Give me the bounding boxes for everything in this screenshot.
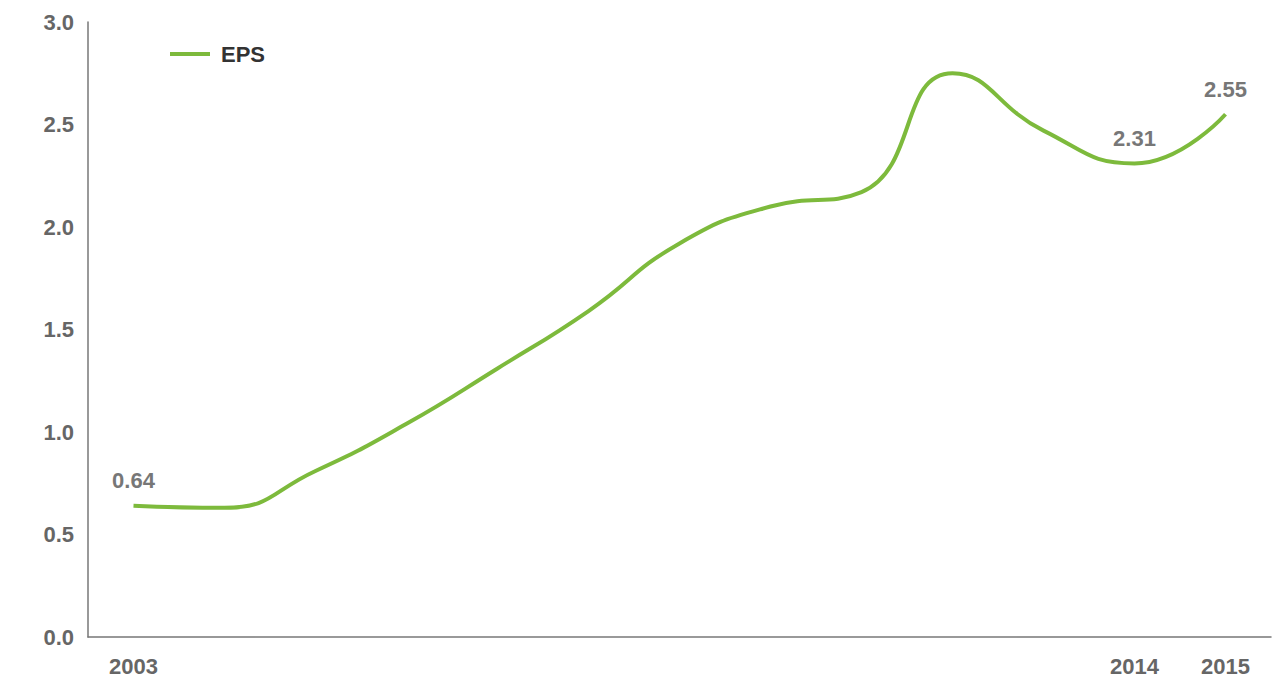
svg-text:2.0: 2.0 — [43, 215, 74, 240]
svg-text:0.5: 0.5 — [43, 522, 74, 547]
svg-text:1.0: 1.0 — [43, 420, 74, 445]
svg-text:3.0: 3.0 — [43, 10, 74, 35]
svg-text:2015: 2015 — [1201, 654, 1250, 679]
svg-text:2.31: 2.31 — [1113, 126, 1156, 151]
svg-text:2014: 2014 — [1110, 654, 1160, 679]
svg-text:2.5: 2.5 — [43, 112, 74, 137]
svg-text:2003: 2003 — [109, 654, 158, 679]
svg-text:0.64: 0.64 — [112, 468, 156, 493]
svg-text:2.55: 2.55 — [1204, 77, 1247, 102]
svg-text:0.0: 0.0 — [43, 625, 74, 650]
svg-text:1.5: 1.5 — [43, 317, 74, 342]
svg-text:EPS: EPS — [221, 42, 265, 67]
